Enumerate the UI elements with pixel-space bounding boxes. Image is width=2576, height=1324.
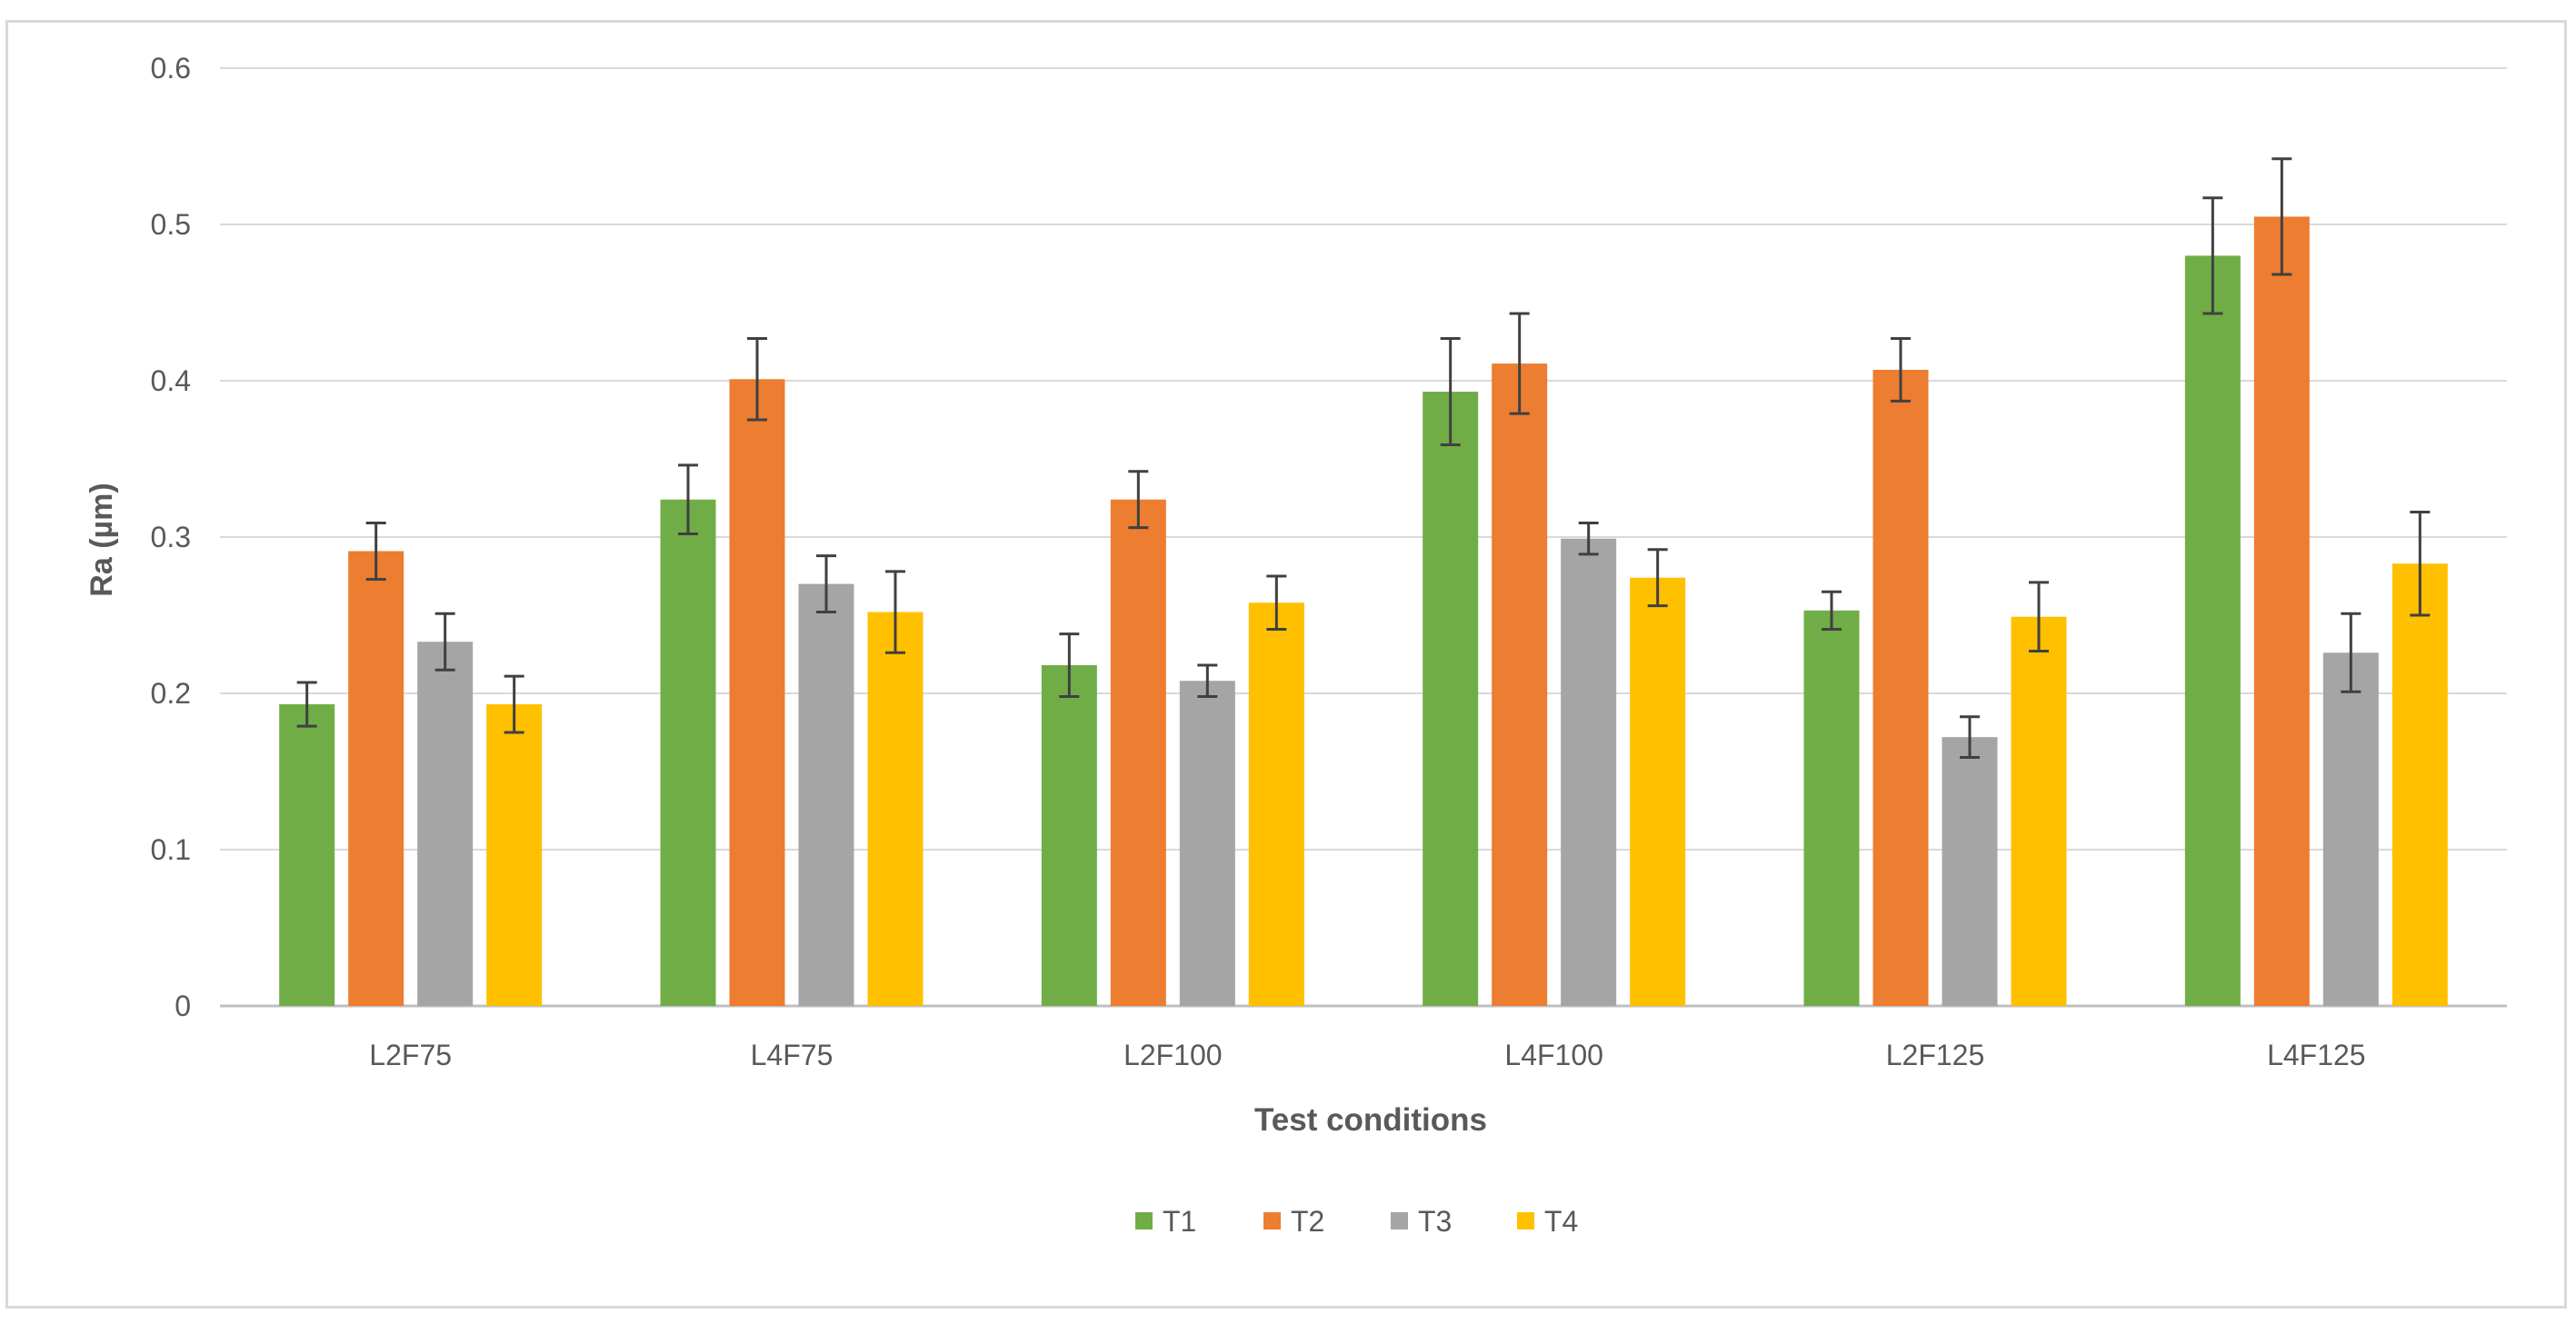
legend-item-t2: T2	[1263, 1205, 1324, 1238]
bar-t1-l2f125	[1803, 610, 1860, 1006]
error-bar-t2-l2f125	[1891, 337, 1911, 403]
legend-swatch	[1263, 1212, 1281, 1229]
x-tick-label: L4F100	[1504, 1039, 1603, 1071]
y-tick-label: 0.6	[151, 52, 191, 85]
error-bar-t2-l4f75	[747, 337, 767, 422]
x-tick-label: L4F125	[2267, 1039, 2366, 1071]
y-axis-label: Ra (µm)	[85, 483, 119, 596]
bar-t2-l2f125	[1872, 369, 1929, 1007]
legend-swatch	[1135, 1212, 1153, 1229]
error-bar-t4-l2f75	[504, 674, 524, 734]
error-bar-t3-l4f75	[816, 554, 836, 614]
bar-t1-l2f75	[279, 704, 335, 1006]
error-bar-t2-l2f75	[365, 522, 386, 581]
bar-t4-l2f100	[1248, 602, 1304, 1006]
error-bar-t1-l4f75	[678, 463, 698, 536]
bar-t3-l4f125	[2322, 652, 2379, 1006]
x-tick-label: L2F75	[369, 1039, 452, 1071]
bar-t2-l4f75	[729, 379, 785, 1006]
error-bar-t2-l4f100	[1509, 312, 1530, 415]
legend-label: T3	[1418, 1205, 1452, 1238]
bar-t3-l2f75	[417, 642, 474, 1006]
error-bar-t4-l2f100	[1266, 574, 1287, 631]
error-bar-t1-l4f100	[1440, 337, 1461, 447]
y-tick-label: 0.4	[151, 364, 191, 397]
y-axis-ticks: 0 0.1 0.2 0.3 0.4 0.5 0.6	[151, 52, 191, 1022]
error-bar-t3-l2f100	[1197, 663, 1218, 698]
legend-item-t1: T1	[1135, 1205, 1196, 1238]
error-bar-t4-l4f75	[885, 570, 905, 654]
y-tick-label: 0	[175, 990, 191, 1022]
error-bar-t2-l4f125	[2271, 157, 2292, 276]
y-tick-label: 0.5	[151, 208, 191, 241]
bar-t2-l2f100	[1110, 499, 1166, 1006]
bar-t1-l2f100	[1041, 665, 1097, 1006]
y-tick-label: 0.3	[151, 521, 191, 553]
bar-t2-l4f100	[1492, 363, 1548, 1007]
error-bar-t3-l2f125	[1960, 715, 1980, 760]
bar-t4-l2f125	[2011, 616, 2067, 1006]
legend-label: T1	[1163, 1205, 1196, 1238]
bar-t4-l4f125	[2391, 563, 2448, 1006]
bar-t4-l4f75	[867, 612, 924, 1006]
bar-t3-l2f125	[1942, 737, 1998, 1006]
error-bars	[296, 157, 2431, 760]
x-tick-label: L2F125	[1886, 1039, 1985, 1071]
bar-t3-l4f100	[1561, 538, 1617, 1006]
x-tick-label: L4F75	[751, 1039, 834, 1071]
gridlines	[220, 67, 2507, 1008]
bar-t1-l4f75	[660, 499, 716, 1006]
error-bar-t1-l4f125	[2202, 196, 2223, 315]
bar-t1-l4f100	[1423, 392, 1479, 1006]
bar-t3-l4f75	[798, 583, 854, 1006]
legend-item-t4: T4	[1517, 1205, 1578, 1238]
bars	[279, 216, 2448, 1007]
legend-swatch	[1391, 1212, 1408, 1229]
error-bar-t1-l2f125	[1822, 590, 1842, 631]
x-axis-ticks: L2F75 L4F75 L2F100 L4F100 L2F125 L4F125	[369, 1039, 2365, 1071]
bar-t4-l4f100	[1630, 577, 1686, 1006]
x-tick-label: L2F100	[1123, 1039, 1223, 1071]
x-axis-label: Test conditions	[1254, 1102, 1487, 1138]
error-bar-t3-l4f125	[2341, 612, 2361, 693]
legend-swatch	[1517, 1212, 1534, 1229]
bar-t2-l4f125	[2253, 216, 2310, 1006]
error-bar-t3-l4f100	[1578, 522, 1599, 556]
bar-t4-l2f75	[486, 704, 543, 1006]
legend: T1 T2 T3 T4	[1135, 1205, 1578, 1238]
bar-t2-l2f75	[348, 551, 404, 1006]
error-bar-t1-l2f75	[296, 681, 317, 728]
y-tick-label: 0.1	[151, 833, 191, 866]
legend-item-t3: T3	[1391, 1205, 1452, 1238]
error-bar-t2-l2f100	[1128, 470, 1149, 530]
error-bar-t1-l2f100	[1059, 632, 1080, 698]
legend-label: T4	[1544, 1205, 1578, 1238]
y-tick-label: 0.2	[151, 677, 191, 710]
legend-label: T2	[1291, 1205, 1324, 1238]
error-bar-t3-l2f75	[434, 612, 455, 672]
bar-t1-l4f125	[2184, 255, 2241, 1006]
bar-t3-l2f100	[1179, 681, 1235, 1006]
error-bar-t4-l2f125	[2029, 581, 2049, 653]
error-bar-t4-l4f100	[1647, 548, 1668, 608]
error-bar-t4-l4f125	[2410, 510, 2431, 617]
